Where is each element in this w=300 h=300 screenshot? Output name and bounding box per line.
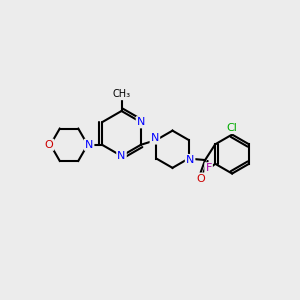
Text: CH₃: CH₃ (112, 89, 130, 99)
Text: N: N (137, 117, 145, 127)
Text: O: O (44, 140, 53, 150)
Text: F: F (206, 163, 212, 173)
Text: O: O (196, 174, 205, 184)
Text: N: N (186, 155, 194, 165)
Text: N: N (117, 151, 126, 161)
Text: N: N (151, 134, 159, 143)
Text: Cl: Cl (227, 123, 238, 133)
Text: N: N (85, 140, 93, 150)
